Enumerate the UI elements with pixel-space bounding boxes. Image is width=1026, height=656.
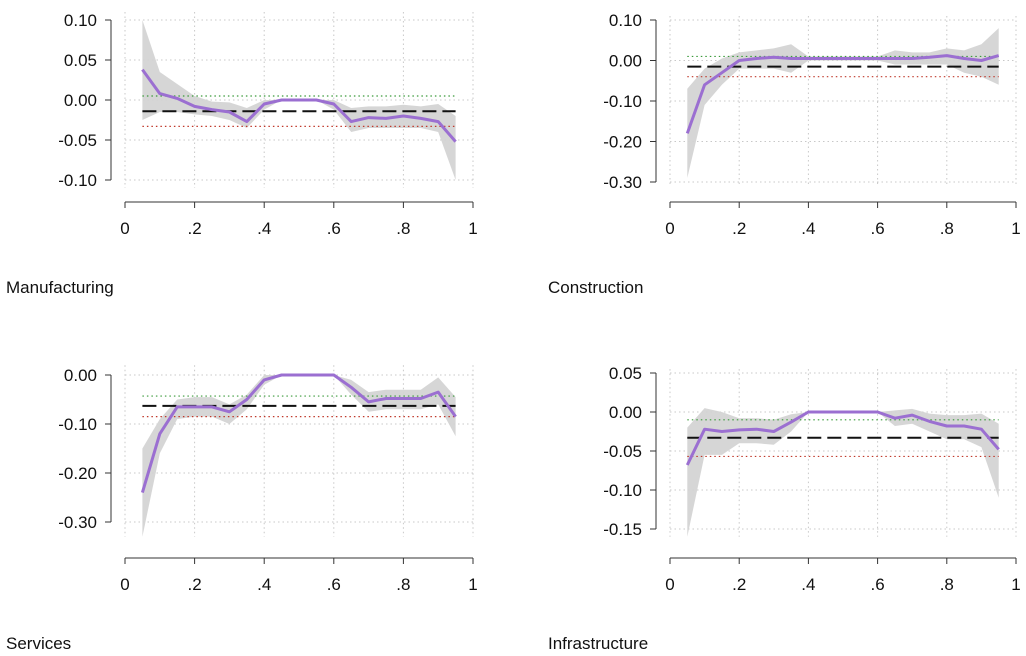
y-tick-label-3: -0.10 [603,481,642,500]
x-tick-label-4: .8 [396,575,410,594]
y-tick-label-4: -0.10 [58,171,97,190]
y-tick-label-0: 0.10 [609,11,642,30]
estimate-line [141,68,457,143]
confidence-band [687,408,999,537]
x-tick-label-0: 0 [120,575,129,594]
estimate-line [685,410,1000,466]
y-tick-label-2: -0.05 [603,442,642,461]
x-tick-label-0: 0 [665,575,674,594]
y-tick-label-1: 0.00 [609,52,642,71]
panel-1: 0.10 0.00 -0.10 -0.20 -0.30 0 .2 .4 .6 .8 1 Constru… [548,11,1021,297]
panel-0: 0.10 0.05 0.00 -0.05 -0.10 0 .2 .4 .6 .8 1 Manufact… [6,11,478,297]
x-tick-label-4: .8 [940,219,954,238]
x-tick-label-2: .4 [257,575,271,594]
x-tick-label-4: .8 [940,575,954,594]
y-tick-label-3: -0.20 [603,133,642,152]
y-tick-label-4: -0.30 [603,173,642,192]
panel-3: 0.05 0.00 -0.05 -0.10 -0.15 0 .2 .4 .6 .8 1 Infrast… [548,364,1021,653]
x-tick-label-3: .6 [327,575,341,594]
y-tick-label-2: -0.20 [58,464,97,483]
confidence-band [142,20,456,180]
y-tick-label-3: -0.30 [58,513,97,532]
confidence-band [687,28,999,178]
panel-title: Construction [548,278,643,297]
y-tick-label-0: 0.00 [64,366,97,385]
y-tick-label-1: -0.10 [58,415,97,434]
x-tick-label-3: .6 [327,219,341,238]
y-tick-label-1: 0.05 [64,51,97,70]
x-tick-label-1: .2 [188,219,202,238]
x-tick-label-1: .2 [732,219,746,238]
x-tick-label-5: 1 [1011,219,1020,238]
estimate-line [685,54,1000,134]
panel-title: Infrastructure [548,634,648,653]
x-tick-label-5: 1 [1011,575,1020,594]
panel-title: Manufacturing [6,278,114,297]
x-tick-label-3: .6 [871,575,885,594]
x-tick-label-3: .6 [871,219,885,238]
confidence-band [142,375,456,537]
y-tick-label-0: 0.05 [609,364,642,383]
x-tick-label-0: 0 [120,219,129,238]
x-tick-label-2: .4 [257,219,271,238]
x-tick-label-1: .2 [188,575,202,594]
x-tick-label-4: .8 [396,219,410,238]
y-tick-label-1: 0.00 [609,403,642,422]
x-tick-label-2: .4 [801,219,815,238]
x-tick-label-5: 1 [468,575,477,594]
x-tick-label-2: .4 [801,575,815,594]
x-tick-label-1: .2 [732,575,746,594]
panel-title: Services [6,634,71,653]
y-tick-label-2: 0.00 [64,91,97,110]
panel-2: 0.00 -0.10 -0.20 -0.30 0 .2 .4 .6 .8 1 Services [6,365,478,653]
estimate-line [140,373,457,494]
y-tick-label-4: -0.15 [603,520,642,539]
x-tick-label-0: 0 [665,219,674,238]
y-tick-label-2: -0.10 [603,92,642,111]
y-tick-label-0: 0.10 [64,11,97,30]
x-tick-label-5: 1 [468,219,477,238]
y-tick-label-3: -0.05 [58,131,97,150]
